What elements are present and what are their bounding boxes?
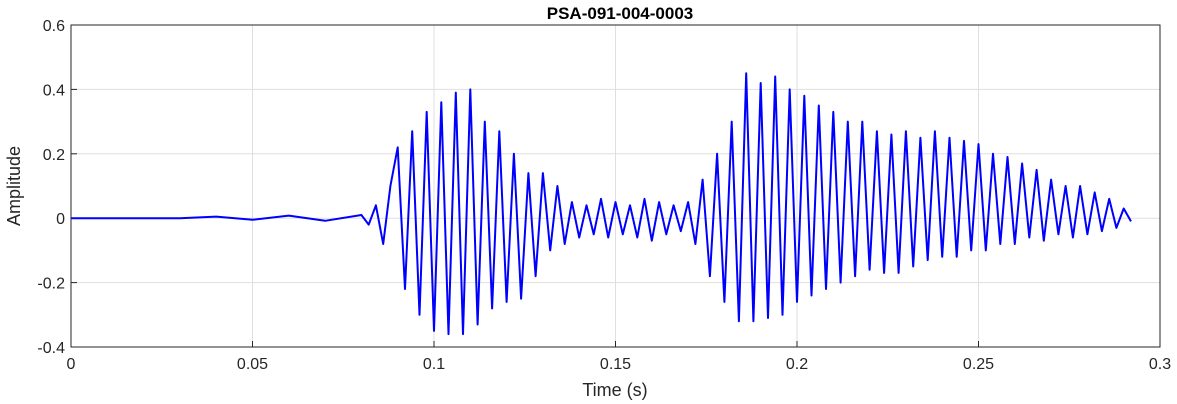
x-tick-label: 0.1 [423,356,445,373]
y-axis-label: Amplitude [4,146,24,226]
x-tick-label: 0.25 [963,356,994,373]
x-tick-label: 0.05 [237,356,268,373]
x-tick-label: 0 [67,356,76,373]
y-tick-label: 0.4 [43,82,65,99]
x-axis: 0 0.05 0.1 0.15 0.2 0.25 0.3 [67,341,1171,373]
y-tick-label: -0.2 [37,276,65,293]
grid-lines [70,24,1161,348]
x-tick-label: 0.2 [786,356,808,373]
y-tick-label: 0 [56,211,65,228]
series-line [71,72,1132,336]
chart-title: PSA-091-004-0003 [547,4,693,23]
x-axis-label: Time (s) [582,380,647,400]
y-tick-label: 0.2 [43,147,65,164]
y-tick-label: -0.4 [37,340,65,357]
x-tick-label: 0.3 [1149,356,1171,373]
y-axis: -0.4 -0.2 0 0.2 0.4 0.6 [37,18,77,357]
plot-area [71,72,1132,336]
x-tick-label: 0.15 [600,356,631,373]
y-tick-label: 0.6 [43,18,65,35]
